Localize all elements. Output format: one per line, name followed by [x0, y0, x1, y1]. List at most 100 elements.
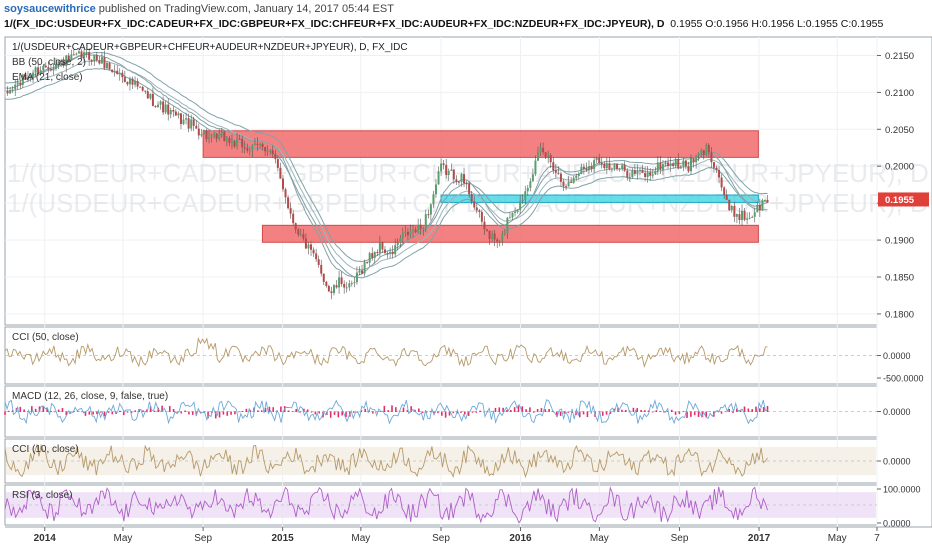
- candle-body: [712, 162, 715, 168]
- candle-body: [259, 143, 262, 145]
- candle-body: [310, 244, 313, 250]
- candle-body: [766, 199, 769, 203]
- candle-body: [705, 144, 708, 155]
- candle-body: [679, 166, 682, 169]
- candle-body: [106, 62, 109, 69]
- candle-body: [396, 242, 399, 246]
- macd-histogram-bar: [647, 410, 650, 412]
- candle-body: [549, 155, 552, 163]
- candle-body: [391, 251, 394, 255]
- macd-histogram-bar: [19, 406, 22, 412]
- macd-histogram-bar: [751, 409, 753, 412]
- zone-support[interactable]: [261, 224, 759, 243]
- candle-body: [508, 217, 511, 219]
- macd-histogram-bar: [686, 411, 688, 418]
- candle-body: [100, 57, 103, 64]
- x-tick-label: May: [590, 533, 609, 544]
- author-link[interactable]: soysaucewithrice: [4, 3, 96, 15]
- candle-body: [281, 178, 284, 190]
- macd-histogram-bar: [130, 411, 133, 414]
- candle-body: [667, 162, 670, 167]
- candle-body: [269, 150, 272, 152]
- macd-histogram-bar: [280, 406, 282, 412]
- macd-histogram-bar: [107, 411, 110, 413]
- candle-body: [136, 81, 139, 87]
- candle-body: [730, 205, 733, 211]
- candle-body: [460, 174, 463, 183]
- macd-histogram-bar: [536, 409, 539, 412]
- candle-body: [587, 166, 590, 171]
- candle-body: [246, 148, 249, 151]
- candle-body: [707, 144, 710, 153]
- macd-histogram-bar: [345, 411, 347, 418]
- candle-body: [172, 109, 175, 112]
- candle-body: [751, 216, 754, 218]
- candle-body: [725, 194, 728, 200]
- candle-body: [225, 138, 228, 142]
- candle-body: [294, 223, 297, 230]
- candle-body: [401, 232, 404, 239]
- candle-body: [123, 77, 126, 82]
- macd-histogram-bar: [168, 406, 171, 412]
- candle-body: [67, 55, 70, 61]
- x-tick-label: 7: [874, 533, 880, 544]
- macd-histogram-bar: [678, 411, 681, 414]
- candle-body: [664, 162, 667, 165]
- candle-body: [14, 84, 17, 90]
- macd-histogram-bar: [306, 409, 309, 412]
- candle-body: [361, 270, 364, 274]
- candle-body: [565, 186, 568, 188]
- candle-body: [149, 93, 152, 99]
- macd-histogram-bar: [736, 408, 738, 412]
- macd-histogram-bar: [379, 411, 382, 412]
- macd-histogram-bar: [525, 409, 527, 412]
- macd-histogram-bar: [709, 411, 711, 412]
- macd-histogram-bar: [352, 411, 355, 413]
- candle-body: [654, 171, 657, 175]
- candle-body: [465, 183, 468, 185]
- candle-body: [455, 179, 458, 182]
- candle-body: [493, 233, 496, 240]
- candle-body: [595, 157, 598, 161]
- candle-body: [289, 208, 292, 214]
- candle-body: [299, 234, 302, 236]
- candle-body: [457, 181, 460, 183]
- candle-body: [570, 181, 573, 183]
- macd-histogram-bar: [88, 411, 91, 415]
- indicator-legend: BB (50, close, 2): [12, 57, 86, 68]
- candle-body: [241, 138, 244, 148]
- zone-resistance[interactable]: [202, 130, 759, 158]
- macd-histogram-bar: [521, 406, 524, 412]
- macd-histogram-bar: [682, 411, 685, 412]
- candle-body: [34, 67, 37, 73]
- candle-body: [470, 194, 473, 202]
- price-tick-label: 0.1850: [885, 273, 914, 284]
- rsi-line: [4, 486, 768, 524]
- macd-histogram-bar: [559, 411, 562, 416]
- candle-body: [669, 163, 672, 167]
- candle-body: [9, 89, 12, 94]
- candle-body: [154, 106, 157, 108]
- candle-body: [350, 283, 353, 285]
- macd-histogram-bar: [429, 411, 432, 412]
- macd-histogram-bar: [42, 406, 45, 412]
- candle-body: [121, 72, 124, 78]
- macd-histogram-bar: [142, 410, 144, 412]
- candle-body: [134, 81, 137, 85]
- candle-body: [756, 204, 759, 213]
- macd-histogram-bar: [697, 411, 700, 417]
- candle-body: [213, 133, 216, 135]
- macd-histogram-bar: [264, 407, 267, 412]
- candle-body: [710, 152, 713, 163]
- macd-histogram-bar: [532, 411, 535, 413]
- candle-body: [233, 141, 236, 147]
- candle-body: [623, 165, 626, 171]
- macd-histogram-bar: [153, 410, 156, 412]
- candle-body: [628, 177, 631, 179]
- x-tick-label: 2015: [272, 533, 295, 544]
- macd-histogram-bar: [31, 406, 33, 412]
- candle-body: [531, 174, 534, 182]
- candle-body: [702, 150, 705, 155]
- cci50-line: [4, 336, 768, 368]
